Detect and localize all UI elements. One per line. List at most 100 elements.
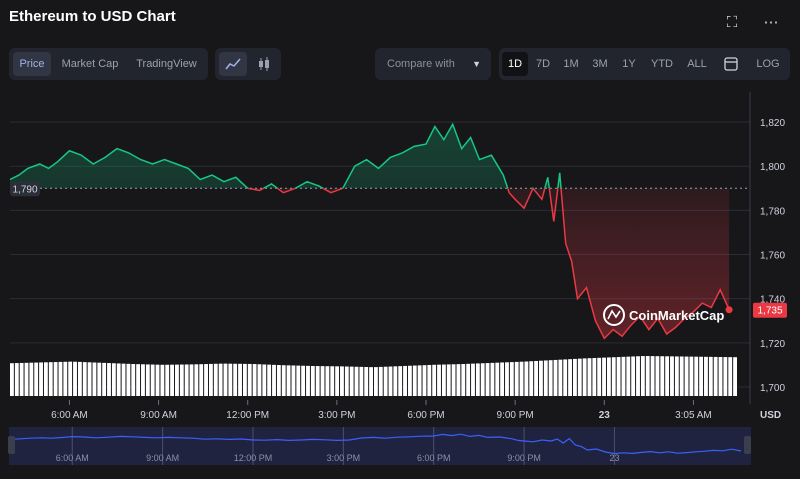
volume-bar (155, 364, 160, 396)
range-1d[interactable]: 1D (502, 52, 528, 76)
volume-bar (548, 360, 553, 396)
volume-bar (524, 361, 529, 396)
navigator-tick-label: 12:00 PM (234, 453, 273, 463)
volume-bar (660, 356, 665, 396)
volume-bar (335, 366, 340, 396)
volume-bar (29, 362, 34, 396)
volume-bar (349, 366, 354, 396)
navigator-right-handle[interactable] (744, 436, 751, 454)
current-price-label: 1,735 (757, 306, 782, 317)
volume-bar (519, 361, 524, 396)
volume-bar (160, 364, 165, 396)
volume-bar (34, 362, 39, 396)
volume-bar (718, 357, 723, 396)
range-1y[interactable]: 1Y (622, 58, 636, 70)
fullscreen-icon[interactable]: ⛶ (726, 14, 738, 31)
volume-bar (150, 364, 155, 396)
volume-bar (272, 364, 276, 396)
volume-bar (179, 364, 184, 396)
range-3m[interactable]: 3M (592, 58, 608, 70)
volume-bar (616, 357, 621, 396)
volume-bar (262, 364, 267, 396)
line-chart-icon[interactable] (219, 52, 247, 76)
price-line-down (246, 188, 730, 340)
y-tick-label: 1,740 (760, 295, 785, 306)
volume-bar (456, 364, 461, 396)
volume-bar (475, 363, 480, 396)
volume-bar (432, 364, 437, 396)
volume-bar (665, 356, 670, 396)
volume-bar (461, 364, 466, 396)
volume-bar (689, 356, 694, 396)
volume-bar (189, 364, 194, 396)
y-tick-label: 1,760 (760, 251, 785, 262)
coinmarketcap-watermark: CoinMarketCap (603, 304, 724, 326)
navigator-left-handle[interactable] (8, 436, 15, 454)
navigator-tick-label: 3:00 PM (327, 453, 361, 463)
tab-price[interactable]: Price (13, 52, 51, 76)
volume-bar (330, 366, 335, 396)
volume-bar (704, 356, 708, 396)
volume-bar (495, 362, 500, 396)
volume-bar (310, 365, 315, 396)
navigator-pane[interactable] (9, 427, 751, 465)
tab-market-cap[interactable]: Market Cap (61, 58, 119, 70)
volume-bar (73, 361, 77, 396)
range-all[interactable]: ALL (687, 58, 707, 70)
x-tick-label: 9:00 PM (497, 410, 534, 421)
volume-bar (58, 361, 63, 396)
volume-bar (208, 363, 213, 396)
range-1m[interactable]: 1M (563, 58, 579, 70)
volume-bar (621, 356, 626, 396)
volume-bar (529, 361, 534, 396)
view-tab-group: Price Market Cap TradingView (9, 48, 208, 80)
volume-bar (286, 365, 291, 396)
page-title: Ethereum to USD Chart (9, 8, 176, 25)
volume-bar (577, 358, 582, 396)
volume-bar (242, 363, 247, 396)
volume-bar (626, 356, 631, 396)
current-price-badge: 1,735 (753, 302, 787, 318)
volume-bar (126, 363, 131, 396)
range-7d[interactable]: 7D (535, 58, 551, 70)
volume-bar (82, 362, 87, 396)
volume-bar (39, 362, 43, 396)
tab-tradingview[interactable]: TradingView (136, 58, 197, 70)
volume-bar (407, 365, 412, 396)
volume-bar (378, 366, 383, 396)
volume-bar (97, 362, 102, 396)
volume-bar (398, 366, 403, 396)
volume-bar (563, 359, 568, 396)
volume-bar (121, 363, 126, 396)
more-dots-icon[interactable]: ⋯ (763, 14, 779, 31)
volume-bar (733, 357, 737, 396)
x-tick-label: 12:00 PM (226, 410, 269, 421)
volume-bar (320, 366, 325, 396)
log-toggle[interactable]: LOG (756, 58, 780, 70)
volume-bar (587, 358, 592, 396)
calendar-icon[interactable] (717, 52, 745, 76)
volume-bar (466, 363, 471, 396)
volume-bar (63, 361, 68, 396)
compare-dropdown[interactable]: Compare with ▼ (375, 48, 491, 80)
volume-bar (582, 358, 587, 396)
volume-bar (393, 366, 398, 396)
volume-bar (228, 363, 233, 396)
candlestick-icon[interactable] (251, 52, 277, 76)
volume-bar (267, 364, 272, 396)
volume-bar (199, 364, 204, 396)
volume-bar (204, 364, 208, 396)
volume-bar (170, 364, 175, 396)
price-area-up (10, 124, 730, 189)
volume-bar (679, 356, 684, 396)
volume-bar (427, 364, 432, 396)
volume-bar (24, 362, 29, 396)
range-ytd[interactable]: YTD (651, 58, 673, 70)
volume-bar (451, 364, 456, 396)
volume-bar (213, 363, 218, 396)
volume-bar (500, 362, 505, 396)
volume-bar (315, 366, 320, 396)
volume-bar (684, 356, 689, 396)
watermark-text: CoinMarketCap (629, 308, 724, 323)
